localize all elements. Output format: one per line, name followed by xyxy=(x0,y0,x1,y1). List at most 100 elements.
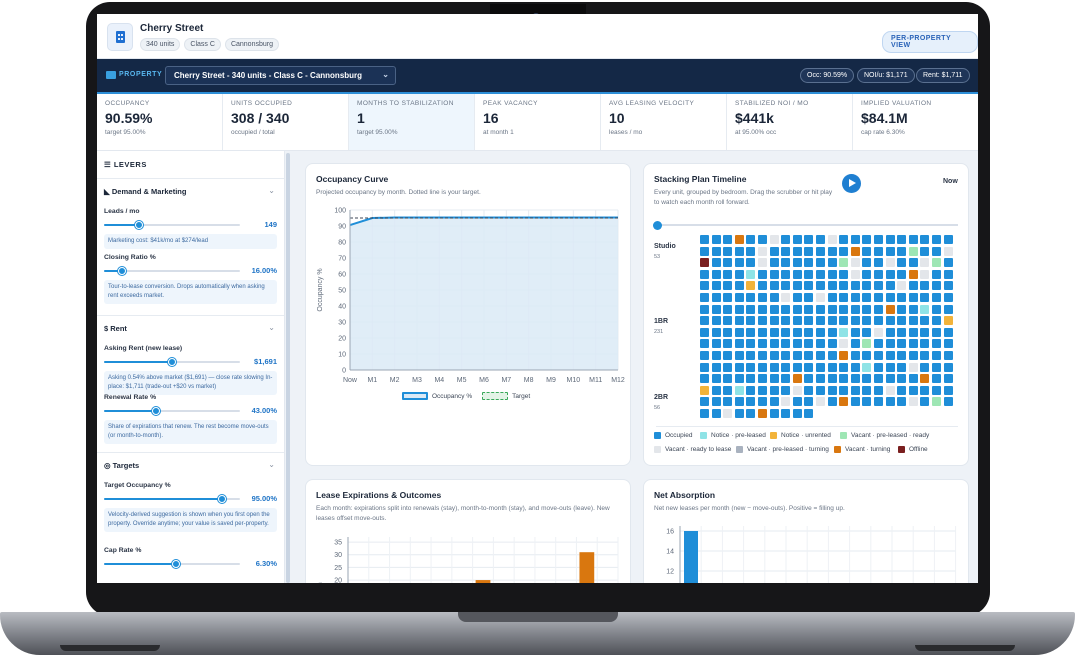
unit-cell[interactable] xyxy=(723,362,733,372)
unit-cell[interactable] xyxy=(920,304,930,314)
unit-cell[interactable] xyxy=(862,269,872,279)
unit-cell[interactable] xyxy=(885,397,895,407)
unit-cell[interactable] xyxy=(700,316,709,326)
unit-cell[interactable] xyxy=(781,269,791,279)
unit-cell[interactable] xyxy=(746,304,756,314)
unit-cell[interactable] xyxy=(839,281,849,291)
unit-cell[interactable] xyxy=(804,269,814,279)
unit-cell[interactable] xyxy=(874,385,883,395)
unit-cell[interactable] xyxy=(746,409,756,418)
unit-cell[interactable] xyxy=(874,374,883,384)
unit-cell[interactable] xyxy=(920,293,930,302)
unit-cell[interactable] xyxy=(769,293,779,302)
unit-cell[interactable] xyxy=(850,327,860,337)
unit-cell[interactable] xyxy=(932,258,941,268)
unit-cell[interactable] xyxy=(827,362,837,372)
unit-cell[interactable] xyxy=(734,269,744,279)
unit-cell[interactable] xyxy=(792,293,802,302)
unit-cell[interactable] xyxy=(804,409,814,418)
unit-cell[interactable] xyxy=(816,293,825,302)
unit-cell[interactable] xyxy=(711,397,721,407)
unit-cell[interactable] xyxy=(908,351,918,360)
unit-cell[interactable] xyxy=(827,339,837,349)
unit-cell[interactable] xyxy=(850,304,860,314)
unit-cell[interactable] xyxy=(932,339,941,349)
unit-cell[interactable] xyxy=(746,281,756,291)
slider-handle[interactable] xyxy=(218,495,227,503)
unit-cell[interactable] xyxy=(816,351,825,360)
unit-cell[interactable] xyxy=(746,374,756,384)
unit-cell[interactable] xyxy=(700,258,709,268)
unit-cell[interactable] xyxy=(700,339,709,349)
unit-cell[interactable] xyxy=(804,246,814,256)
unit-cell[interactable] xyxy=(908,385,918,395)
unit-cell[interactable] xyxy=(781,258,791,268)
unit-cell[interactable] xyxy=(723,246,733,256)
unit-cell[interactable] xyxy=(792,246,802,256)
unit-cell[interactable] xyxy=(908,316,918,326)
unit-cell[interactable] xyxy=(850,374,860,384)
unit-cell[interactable] xyxy=(758,293,767,302)
unit-cell[interactable] xyxy=(874,258,883,268)
unit-cell[interactable] xyxy=(920,281,930,291)
unit-cell[interactable] xyxy=(932,374,941,384)
unit-cell[interactable] xyxy=(804,351,814,360)
unit-cell[interactable] xyxy=(792,351,802,360)
unit-cell[interactable] xyxy=(723,235,733,244)
unit-cell[interactable] xyxy=(723,304,733,314)
unit-cell[interactable] xyxy=(711,316,721,326)
unit-cell[interactable] xyxy=(723,269,733,279)
unit-cell[interactable] xyxy=(897,235,907,244)
unit-cell[interactable] xyxy=(804,385,814,395)
unit-cell[interactable] xyxy=(897,374,907,384)
unit-cell[interactable] xyxy=(734,316,744,326)
unit-cell[interactable] xyxy=(839,374,849,384)
unit-cell[interactable] xyxy=(723,316,733,326)
unit-cell[interactable] xyxy=(734,362,744,372)
unit-cell[interactable] xyxy=(723,327,733,337)
unit-cell[interactable] xyxy=(711,351,721,360)
unit-cell[interactable] xyxy=(850,235,860,244)
unit-cell[interactable] xyxy=(734,293,744,302)
unit-cell[interactable] xyxy=(700,327,709,337)
unit-cell[interactable] xyxy=(734,374,744,384)
unit-cell[interactable] xyxy=(839,235,849,244)
unit-cell[interactable] xyxy=(816,385,825,395)
unit-cell[interactable] xyxy=(792,397,802,407)
slider-handle[interactable] xyxy=(151,407,160,415)
unit-cell[interactable] xyxy=(700,385,709,395)
section-demand-header[interactable]: ◣ Demand & Marketing xyxy=(104,187,187,196)
unit-cell[interactable] xyxy=(908,293,918,302)
unit-cell[interactable] xyxy=(932,362,941,372)
unit-cell[interactable] xyxy=(885,293,895,302)
unit-cell[interactable] xyxy=(908,258,918,268)
unit-cell[interactable] xyxy=(700,246,709,256)
unit-cell[interactable] xyxy=(932,304,941,314)
unit-cell[interactable] xyxy=(920,269,930,279)
section-rent-header[interactable]: $ Rent xyxy=(104,324,127,333)
unit-cell[interactable] xyxy=(746,397,756,407)
unit-cell[interactable] xyxy=(885,362,895,372)
unit-cell[interactable] xyxy=(885,385,895,395)
chevron-down-icon[interactable]: ⌄ xyxy=(268,460,275,469)
unit-cell[interactable] xyxy=(908,235,918,244)
unit-cell[interactable] xyxy=(932,327,941,337)
unit-cell[interactable] xyxy=(758,339,767,349)
unit-cell[interactable] xyxy=(781,351,791,360)
unit-cell[interactable] xyxy=(723,397,733,407)
unit-cell[interactable] xyxy=(943,281,953,291)
unit-cell[interactable] xyxy=(943,258,953,268)
unit-cell[interactable] xyxy=(932,397,941,407)
unit-cell[interactable] xyxy=(839,316,849,326)
unit-cell[interactable] xyxy=(862,316,872,326)
unit-cell[interactable] xyxy=(827,304,837,314)
unit-cell[interactable] xyxy=(816,258,825,268)
unit-cell[interactable] xyxy=(943,304,953,314)
unit-cell[interactable] xyxy=(862,258,872,268)
unit-cell[interactable] xyxy=(781,316,791,326)
unit-cell[interactable] xyxy=(862,304,872,314)
unit-cell[interactable] xyxy=(781,246,791,256)
unit-cell[interactable] xyxy=(816,339,825,349)
unit-cell[interactable] xyxy=(874,235,883,244)
unit-cell[interactable] xyxy=(885,339,895,349)
